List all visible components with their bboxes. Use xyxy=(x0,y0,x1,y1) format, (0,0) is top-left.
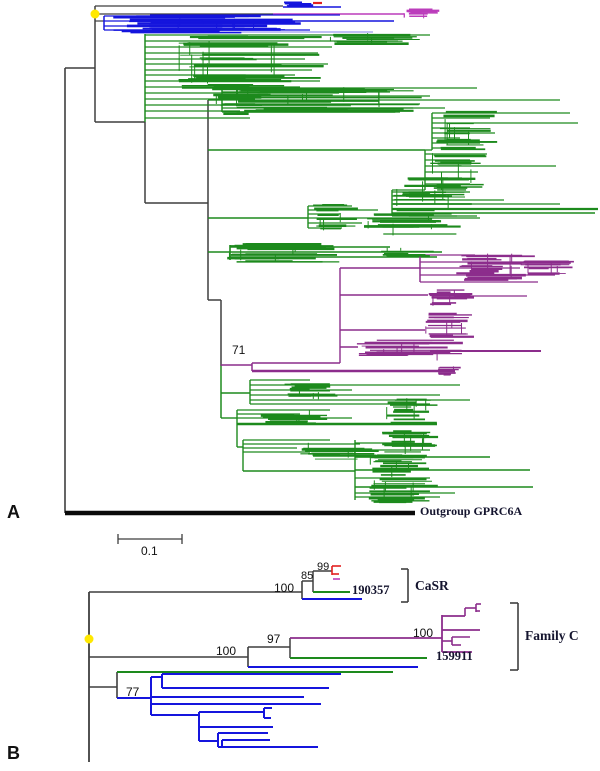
clade-label-family-c: Family C xyxy=(525,628,579,643)
support-value-100-casr: 100 xyxy=(274,581,295,595)
root-highlight-dot xyxy=(84,634,94,644)
support-value-100-famc: 100 xyxy=(216,644,237,658)
support-value-97: 97 xyxy=(267,632,281,646)
support-value-77: 77 xyxy=(126,685,140,699)
taxon-label-159911: 159911 xyxy=(436,649,473,663)
support-value-99: 99 xyxy=(317,561,330,573)
root-highlight-dot xyxy=(90,9,100,19)
support-value-85: 85 xyxy=(301,570,314,582)
taxon-label-190357: 190357 xyxy=(352,583,390,597)
tree-branches xyxy=(64,1,598,762)
outgroup-taxon-label: Outgroup GPRC6A xyxy=(420,504,523,518)
root-node-markers xyxy=(84,9,100,644)
scale-bar-value: 0.1 xyxy=(141,544,158,558)
clade-label-casr: CaSR xyxy=(415,578,449,593)
support-value-100-purple: 100 xyxy=(413,626,434,640)
support-value-71: 71 xyxy=(232,343,246,357)
panel-label-a: A xyxy=(7,502,21,522)
panel-label-b: B xyxy=(7,743,21,763)
